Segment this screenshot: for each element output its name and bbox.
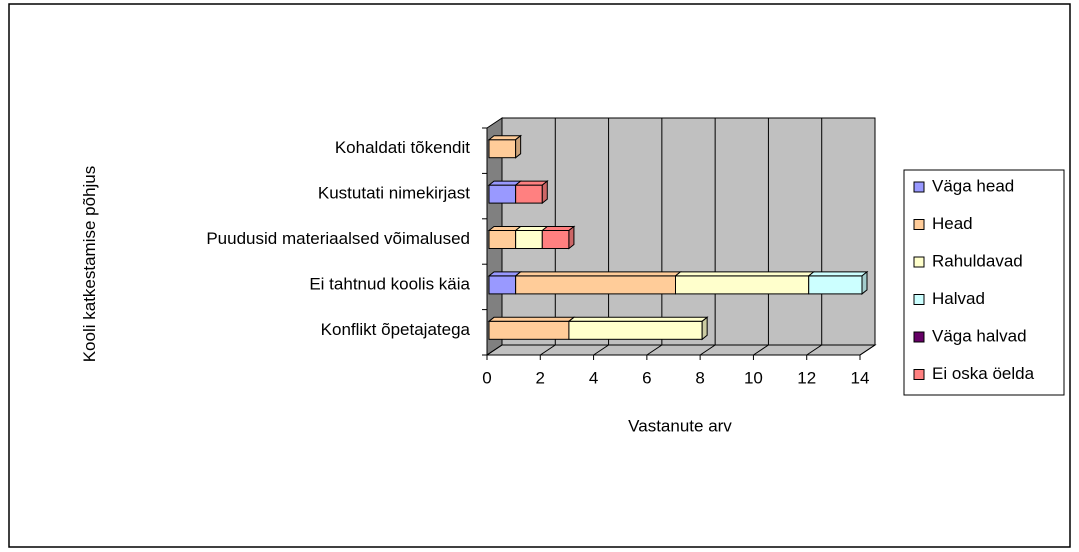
- legend-swatch: [913, 256, 925, 268]
- legend-label: Head: [932, 214, 973, 233]
- y-axis-title: Kooli katkestamise põhjus: [80, 165, 99, 363]
- x-tick-label: 12: [797, 368, 816, 387]
- bar-segment: [488, 275, 517, 295]
- bar-segment: [488, 139, 517, 159]
- x-tick-label: 14: [851, 368, 870, 387]
- legend-label: Väga halvad: [932, 326, 1027, 345]
- x-tick-label: 2: [536, 368, 545, 387]
- x-tick-label: 10: [744, 368, 763, 387]
- legend-swatch: [913, 219, 925, 230]
- bar-segment: [488, 184, 517, 204]
- grid-line: [753, 118, 769, 356]
- x-axis-title: Vastanute arv: [628, 416, 732, 435]
- bar-side: [541, 180, 548, 205]
- x-tick-label: 6: [642, 368, 651, 387]
- bar-side: [568, 225, 575, 250]
- bar-top: [514, 271, 682, 277]
- bar-segment: [515, 275, 677, 295]
- bar-top: [567, 316, 709, 322]
- legend-label: Halvad: [932, 289, 985, 308]
- bar-segment: [541, 230, 570, 249]
- grid-line: [646, 118, 663, 356]
- legend-box: [903, 169, 1065, 396]
- bar-segment: [515, 230, 543, 249]
- legend-label: Ei oska öelda: [932, 364, 1035, 383]
- legend-swatch: [913, 294, 925, 305]
- floor: [485, 344, 877, 356]
- grid-line: [859, 118, 876, 356]
- y-tick-label: Kustutati nimekirjast: [318, 184, 470, 203]
- bar-side: [701, 316, 708, 341]
- bar-top: [487, 316, 576, 322]
- x-tick-label: 0: [482, 368, 491, 387]
- grid-line: [699, 118, 716, 356]
- bar-side: [515, 134, 522, 159]
- y-tick-label: Ei tahtnud koolis käia: [309, 274, 470, 293]
- legend-swatch: [913, 331, 925, 343]
- bar-segment: [515, 184, 543, 204]
- legend-label: Väga head: [932, 176, 1014, 195]
- x-tick-label: 8: [695, 368, 704, 387]
- grid-line: [540, 118, 556, 356]
- grid-line: [593, 118, 610, 356]
- legend-swatch: [913, 181, 925, 193]
- y-tick-label: Kohaldati tõkendit: [335, 138, 470, 157]
- y-tick-label: Puudusid materiaalsed võimalused: [206, 229, 470, 248]
- bar-segment: [488, 230, 517, 249]
- bar-segment: [488, 320, 570, 340]
- bar-top: [674, 271, 816, 277]
- bar-side: [861, 270, 868, 295]
- legend-swatch: [913, 369, 925, 380]
- legend-label: Rahuldavad: [932, 251, 1023, 270]
- y-tick-label: Konflikt õpetajatega: [321, 320, 471, 339]
- bar-segment: [568, 320, 703, 340]
- bar-segment: [675, 275, 810, 295]
- grid-line: [806, 118, 823, 356]
- bar-segment: [808, 275, 863, 295]
- bar-top: [807, 271, 869, 277]
- x-tick-label: 4: [589, 368, 598, 387]
